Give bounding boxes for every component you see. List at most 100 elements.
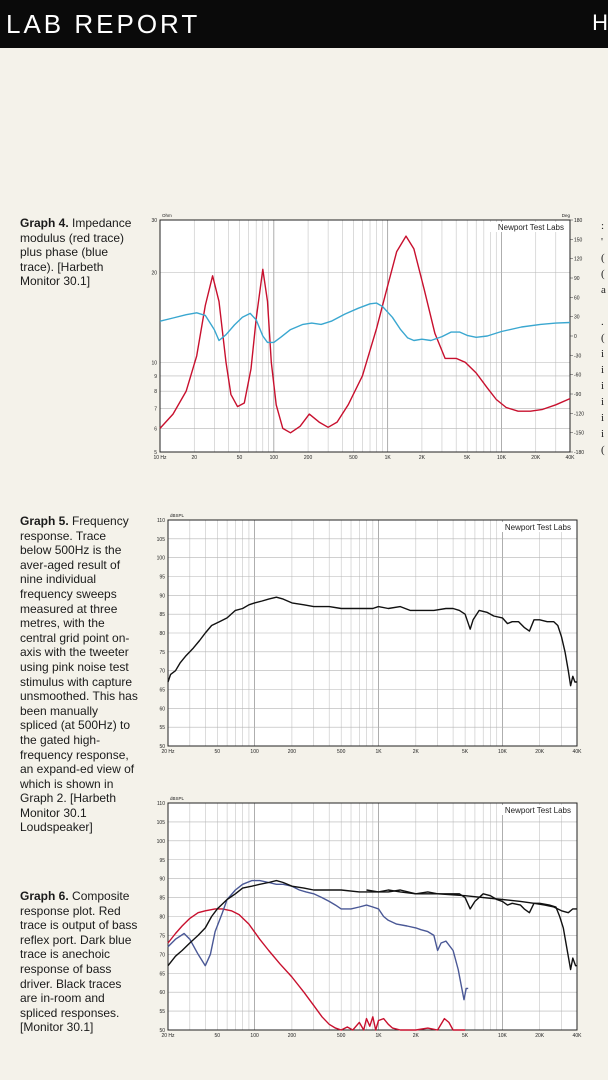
caption-label: Graph 5. bbox=[20, 514, 69, 528]
section-title: LAB REPORT bbox=[6, 9, 201, 39]
series-line bbox=[159, 235, 571, 434]
x-tick-label: 20K bbox=[535, 749, 545, 755]
x-tick-label: 50 bbox=[215, 749, 221, 755]
y-axis-unit: dBSPL bbox=[170, 796, 185, 801]
adjacent-column-edge: : '((a.(i i i i i i( bbox=[601, 220, 606, 456]
y2-tick-label: 30 bbox=[574, 315, 580, 321]
y-axis-unit: Ohm bbox=[162, 213, 172, 218]
caption-text: Impedance modulus (red trace) plus phase… bbox=[20, 216, 132, 289]
next-page-title-edge: H bbox=[592, 10, 608, 35]
caption-graph-4: Graph 4. Impedance modulus (red trace) p… bbox=[20, 216, 138, 289]
caption-text: Frequency response. Trace below 500Hz is… bbox=[20, 514, 138, 835]
y2-tick-label: 90 bbox=[574, 276, 580, 282]
x-tick-label: 200 bbox=[304, 455, 313, 461]
x-tick-label: 2K bbox=[413, 749, 420, 755]
y-axis-unit: dBSPL bbox=[170, 513, 185, 518]
plot-area bbox=[160, 220, 570, 452]
y2-tick-label: 150 bbox=[574, 237, 583, 243]
x-tick-label: 20K bbox=[531, 455, 541, 461]
y-tick-label: 70 bbox=[159, 952, 165, 958]
y-tick-label: 75 bbox=[159, 933, 165, 939]
y2-tick-label: 180 bbox=[574, 218, 583, 224]
y-tick-label: 105 bbox=[157, 820, 166, 826]
y-tick-label: 30 bbox=[151, 218, 157, 224]
y-tick-label: 65 bbox=[159, 688, 165, 694]
y2-tick-label: -90 bbox=[574, 392, 581, 398]
x-tick-label: 100 bbox=[270, 455, 279, 461]
y-tick-label: 95 bbox=[159, 575, 165, 581]
y2-tick-label: -30 bbox=[574, 353, 581, 359]
x-tick-label: 1K bbox=[385, 455, 392, 461]
x-tick-label: 40K bbox=[573, 1033, 583, 1039]
y-tick-label: 50 bbox=[159, 744, 165, 750]
series-line bbox=[167, 908, 466, 1031]
y-tick-label: 8 bbox=[154, 389, 157, 395]
x-tick-label: 2K bbox=[419, 455, 426, 461]
series-line bbox=[167, 596, 577, 687]
y-tick-label: 95 bbox=[159, 858, 165, 864]
x-tick-label: 10K bbox=[498, 749, 508, 755]
x-tick-label: 20 bbox=[191, 455, 197, 461]
x-tick-label: 10K bbox=[498, 1033, 508, 1039]
y-tick-label: 65 bbox=[159, 971, 165, 977]
plot-frame bbox=[167, 802, 578, 1031]
x-tick-label: 20 Hz bbox=[161, 749, 175, 755]
x-tick-label: 500 bbox=[337, 1033, 346, 1039]
y-tick-label: 55 bbox=[159, 725, 165, 731]
caption-graph-5: Graph 5. Frequency response. Trace below… bbox=[20, 514, 138, 835]
y-tick-label: 60 bbox=[159, 706, 165, 712]
y-tick-label: 85 bbox=[159, 612, 165, 618]
x-tick-label: 5K bbox=[462, 1033, 469, 1039]
y-tick-label: 75 bbox=[159, 650, 165, 656]
y-tick-label: 90 bbox=[159, 593, 165, 599]
y-tick-label: 9 bbox=[154, 374, 157, 380]
y-tick-label: 60 bbox=[159, 990, 165, 996]
x-tick-label: 20 Hz bbox=[161, 1033, 175, 1039]
y2-tick-label: 0 bbox=[574, 334, 577, 340]
watermark-label: Newport Test Labs bbox=[505, 806, 571, 815]
x-tick-label: 100 bbox=[250, 1033, 259, 1039]
x-tick-label: 2K bbox=[413, 1033, 420, 1039]
y-tick-label: 6 bbox=[154, 426, 157, 432]
caption-graph-6: Graph 6. Composite response plot. Red tr… bbox=[20, 889, 138, 1035]
x-tick-label: 1K bbox=[375, 749, 382, 755]
y2-tick-label: 120 bbox=[574, 257, 583, 263]
watermark-label: Newport Test Labs bbox=[505, 523, 571, 532]
y2-tick-label: -150 bbox=[574, 431, 584, 437]
y-tick-label: 110 bbox=[157, 801, 165, 807]
y-tick-label: 5 bbox=[154, 450, 157, 456]
y-tick-label: 90 bbox=[159, 877, 165, 883]
y-tick-label: 100 bbox=[157, 839, 166, 845]
y2-axis-unit: Deg bbox=[562, 213, 571, 218]
x-tick-label: 50 bbox=[215, 1033, 221, 1039]
y-tick-label: 105 bbox=[157, 537, 166, 543]
y-tick-label: 10 bbox=[151, 360, 157, 366]
y-tick-label: 80 bbox=[159, 915, 165, 921]
series-line bbox=[167, 879, 469, 1001]
series-line bbox=[366, 889, 577, 914]
caption-label: Graph 6. bbox=[20, 889, 69, 903]
y-tick-label: 110 bbox=[157, 518, 165, 524]
x-tick-label: 40K bbox=[566, 455, 576, 461]
x-tick-label: 5K bbox=[462, 749, 469, 755]
x-tick-label: 50 bbox=[237, 455, 243, 461]
x-tick-label: 100 bbox=[250, 749, 259, 755]
x-tick-label: 40K bbox=[573, 749, 583, 755]
series-line bbox=[159, 302, 571, 344]
y-tick-label: 20 bbox=[151, 271, 157, 277]
y2-tick-label: -60 bbox=[574, 373, 581, 379]
y-tick-label: 7 bbox=[154, 406, 157, 412]
watermark-label: Newport Test Labs bbox=[498, 223, 564, 232]
y-tick-label: 100 bbox=[157, 556, 166, 562]
x-tick-label: 10K bbox=[497, 455, 507, 461]
caption-label: Graph 4. bbox=[20, 216, 69, 230]
plot-frame bbox=[159, 219, 571, 453]
x-tick-label: 500 bbox=[337, 749, 346, 755]
y2-tick-label: -120 bbox=[574, 411, 584, 417]
x-tick-label: 500 bbox=[349, 455, 358, 461]
y-tick-label: 85 bbox=[159, 896, 165, 902]
x-tick-label: 200 bbox=[288, 1033, 297, 1039]
x-tick-label: 200 bbox=[288, 749, 297, 755]
plot-frame bbox=[167, 519, 578, 747]
